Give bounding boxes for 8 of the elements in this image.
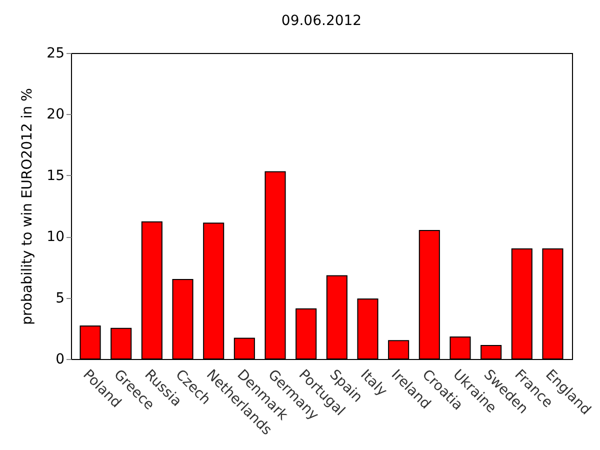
y-tick-label: 0 [56, 352, 64, 368]
y-axis-title: probability to win EURO2012 in % [20, 88, 36, 325]
y-tick-label: 10 [46, 229, 64, 246]
chart-title: 09.06.2012 [281, 13, 362, 29]
y-tick-label: 25 [46, 46, 64, 62]
y-tick-label: 5 [56, 290, 64, 306]
y-tick-label: 15 [46, 168, 64, 184]
y-tick-label: 20 [46, 106, 64, 123]
